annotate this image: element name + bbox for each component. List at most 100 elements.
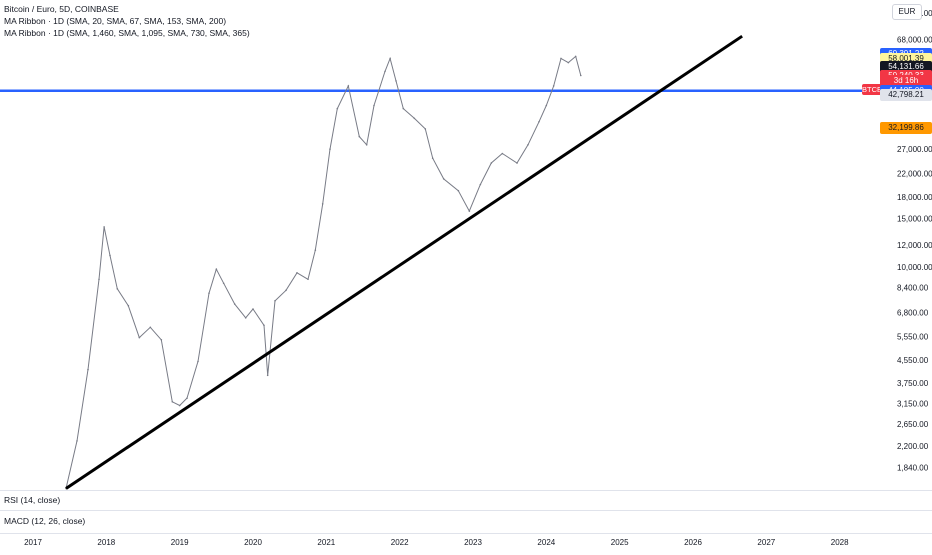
- y-tick-label: 6,800.00: [897, 308, 929, 317]
- price-point: [336, 107, 339, 110]
- x-tick-label: 2025: [611, 538, 629, 547]
- price-point: [457, 189, 460, 192]
- x-tick-label: 2027: [757, 538, 775, 547]
- price-point: [171, 400, 174, 403]
- price-point: [98, 278, 100, 281]
- ma-ribbon-legend-2[interactable]: MA Ribbon · 1D (SMA, 1,460, SMA, 1,095, …: [4, 28, 250, 38]
- time-axis-separator: [0, 533, 932, 534]
- pane-separator[interactable]: [0, 490, 932, 491]
- price-point: [321, 203, 324, 205]
- x-tick-label: 2019: [171, 538, 189, 547]
- x-tick-label: 2021: [317, 538, 335, 547]
- price-point: [552, 85, 555, 87]
- y-tick-label: 22,000.00: [897, 169, 932, 178]
- price-point: [468, 210, 471, 212]
- y-tick-label: 5,550.00: [897, 333, 929, 342]
- price-point: [389, 57, 391, 60]
- y-tick-label: 12,000.00: [897, 241, 932, 250]
- price-point: [479, 183, 482, 186]
- price-point: [358, 135, 361, 138]
- ascending-trendline[interactable]: [65, 34, 743, 490]
- price-point: [233, 303, 236, 305]
- x-tick-label: 2017: [24, 538, 42, 547]
- price-point: [116, 288, 119, 290]
- symbol-price-tag: BTCEUR: [862, 84, 893, 95]
- y-tick-label: 10,000.00: [897, 263, 932, 272]
- price-point: [296, 272, 298, 274]
- price-point: [580, 74, 582, 77]
- price-point: [314, 249, 317, 252]
- macd-pane-label[interactable]: MACD (12, 26, close): [4, 516, 86, 526]
- price-point: [538, 120, 540, 123]
- y-tick-label: 68,000.00: [897, 36, 932, 45]
- price-point: [103, 226, 105, 228]
- price-point: [222, 282, 225, 285]
- price-point: [329, 148, 331, 150]
- symbol-legend: Bitcoin / Euro, 5D, COINBASE: [4, 4, 119, 14]
- price-point: [527, 143, 529, 146]
- price-point: [208, 292, 210, 295]
- price-point: [138, 336, 141, 339]
- y-tick-label: 8,400.00: [897, 283, 929, 292]
- y-tick-label: 2,650.00: [897, 420, 929, 429]
- ma-ribbon-legend-1[interactable]: MA Ribbon · 1D (SMA, 20, SMA, 67, SMA, 1…: [4, 16, 227, 26]
- x-tick-label: 2026: [684, 538, 702, 547]
- price-point: [567, 61, 570, 64]
- price-point: [186, 397, 188, 399]
- price-point: [516, 162, 518, 164]
- price-point: [178, 404, 181, 407]
- x-tick-label: 2028: [831, 538, 849, 547]
- pane-separator[interactable]: [0, 510, 932, 511]
- price-point: [197, 360, 199, 363]
- price-point: [365, 143, 368, 146]
- y-tick-label: 1,840.00: [897, 463, 929, 472]
- y-tick-label: 27,000.00: [897, 145, 932, 154]
- price-point: [490, 162, 493, 164]
- price-point: [442, 178, 445, 180]
- price-point: [384, 70, 386, 73]
- y-tick-label: 18,000.00: [897, 193, 932, 202]
- price-scale-label: 42,798.21: [880, 88, 932, 101]
- y-tick-label: 4,550.00: [897, 356, 929, 365]
- price-point: [501, 152, 504, 155]
- x-tick-label: 2018: [97, 538, 115, 547]
- price-point: [413, 117, 416, 120]
- price-point: [244, 317, 247, 319]
- price-point: [395, 80, 397, 82]
- price-point: [431, 157, 434, 159]
- rsi-pane-label[interactable]: RSI (14, close): [4, 495, 61, 505]
- y-tick-label: 15,000.00: [897, 215, 932, 224]
- price-point: [307, 278, 309, 281]
- price-point: [266, 374, 269, 377]
- price-point: [274, 300, 276, 302]
- price-scale-label: 3d 16h: [880, 75, 932, 88]
- price-point: [215, 268, 218, 270]
- x-tick-label: 2024: [537, 538, 555, 547]
- price-point: [545, 104, 548, 107]
- price-point: [285, 289, 287, 292]
- price-point: [76, 440, 78, 442]
- price-point: [560, 57, 562, 60]
- price-point: [149, 326, 152, 329]
- price-point: [263, 324, 265, 327]
- currency-button[interactable]: EUR: [892, 4, 922, 20]
- y-tick-label: 2,200.00: [897, 442, 929, 451]
- price-scale-label: 32,199.86: [880, 122, 932, 135]
- price-point: [347, 85, 350, 87]
- price-point: [87, 368, 89, 371]
- x-tick-label: 2022: [391, 538, 409, 547]
- price-point: [373, 104, 375, 107]
- price-point: [252, 308, 254, 310]
- price-point: [574, 55, 577, 58]
- price-series-line: [65, 55, 582, 489]
- price-point: [109, 254, 111, 257]
- price-point: [424, 128, 427, 130]
- price-point: [160, 338, 163, 341]
- price-point: [402, 107, 405, 110]
- y-tick-label: 3,150.00: [897, 400, 929, 409]
- x-tick-label: 2023: [464, 538, 482, 547]
- y-tick-label: 3,750.00: [897, 379, 929, 388]
- price-point: [127, 304, 130, 307]
